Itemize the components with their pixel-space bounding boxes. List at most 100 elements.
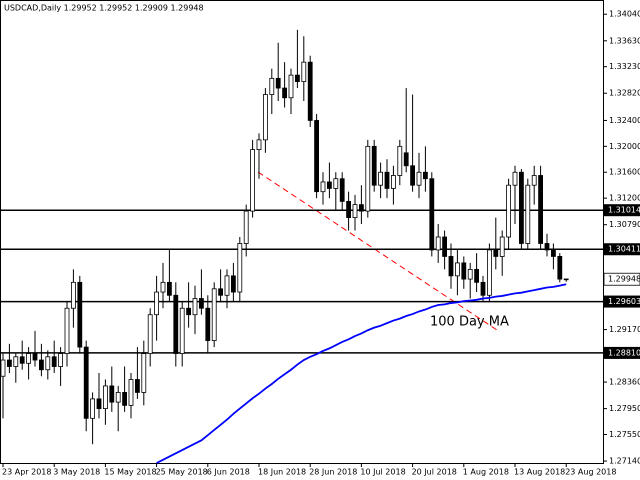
candle-body [416,171,422,186]
candle-body [0,359,6,377]
candle-body [525,184,531,244]
x-tick-label: 28 Jun 2018 [309,468,357,477]
price-label: 1.29948 [608,275,640,284]
candle-body [557,256,563,280]
candle-body [96,398,102,410]
candle-body [26,353,32,364]
candle-body [51,356,57,367]
candle-body [326,181,332,189]
x-tick-label: 3 May 2018 [53,468,100,477]
trend-line [257,171,501,333]
x-tick-label: 10 Jul 2018 [360,468,405,477]
candle-body [243,210,249,244]
candle-body [83,346,89,419]
x-tick-label: 18 Jun 2018 [258,468,306,477]
candle-body [39,359,44,371]
annotation: 100 Day MA [430,315,509,330]
candle-body [256,139,262,150]
candle-body [538,175,543,244]
candle-body [262,94,268,141]
candle-body [397,145,403,176]
y-tick-label: 1.28360 [609,378,640,387]
candle-body [474,268,480,283]
x-tick-label: 20 Jul 2018 [412,468,457,477]
candle-body [160,281,166,293]
candle-body [493,249,499,257]
candle-body [224,275,230,296]
candle-body [115,392,121,403]
candle-body [71,281,76,309]
y-tick-label: 1.31200 [609,194,640,203]
candle-body [467,268,473,280]
x-tick-label: 15 May 2018 [104,468,156,477]
candle-body [179,307,185,354]
candle-body [352,204,358,218]
y-tick-label: 1.32820 [609,89,640,98]
candle-body [192,298,198,316]
candle-body [173,294,179,354]
level-box [604,243,640,256]
candle-body [371,145,377,186]
candle-body [198,298,204,309]
candle-body [320,181,326,193]
candle-body [378,171,384,186]
candle-body [294,74,300,82]
y-tick-label: 1.33630 [609,36,640,45]
candle-body [519,171,524,244]
candle-body [301,61,307,82]
y-tick-label: 1.27950 [609,404,640,413]
candle-body [410,165,416,186]
candle-body [275,77,281,89]
candle-body [429,178,435,251]
x-tick-label: 25 May 2018 [156,468,208,477]
candle-body [230,275,236,293]
level-box [604,295,640,308]
x-tick-label: 23 Aug 2018 [565,468,616,477]
candle-body [13,356,19,367]
candle-body [544,243,550,251]
candle-body [64,307,70,354]
candle-body [77,281,83,348]
candle-body [282,87,288,99]
candle-body [237,243,243,293]
y-tick-label: 1.34040 [609,10,640,19]
candle-body [211,288,217,342]
plot-frame [0,0,604,464]
moving-average [156,283,567,464]
y-tick-label: 1.27140 [609,457,640,466]
candle-body [551,249,556,257]
candle-body [365,145,371,212]
candle-body [122,392,127,406]
candle-body [250,149,256,212]
candle-body [7,359,12,367]
y-tick-label: 1.32000 [609,142,640,151]
candle-body [19,356,25,364]
candle-body [506,184,512,238]
level-box [604,346,640,359]
candle-body [486,249,492,296]
candle-body [109,385,115,403]
candle-body [90,398,95,419]
candle-body [442,236,448,257]
candle-body [205,307,211,342]
candle-body [45,356,51,371]
candle-body [269,77,275,95]
candle-body [288,74,294,99]
y-tick-label: 1.29170 [609,325,640,334]
level-label: 1.31014 [608,206,640,215]
candle-body [422,171,428,180]
chart-title: USDCAD,Daily 1.29952 1.29952 1.29909 1.2… [4,4,204,13]
x-tick-label: 1 Aug 2018 [463,468,509,477]
level-label: 1.28810 [608,348,640,357]
candle-body [384,171,390,189]
candle-body [403,152,409,167]
y-tick-label: 1.30790 [609,220,640,229]
candle-body [435,236,441,251]
candle-body [103,385,108,410]
candle-body [461,262,467,280]
candle-body [531,175,537,186]
y-tick-label: 1.27550 [609,430,640,439]
candle-body [339,178,345,202]
